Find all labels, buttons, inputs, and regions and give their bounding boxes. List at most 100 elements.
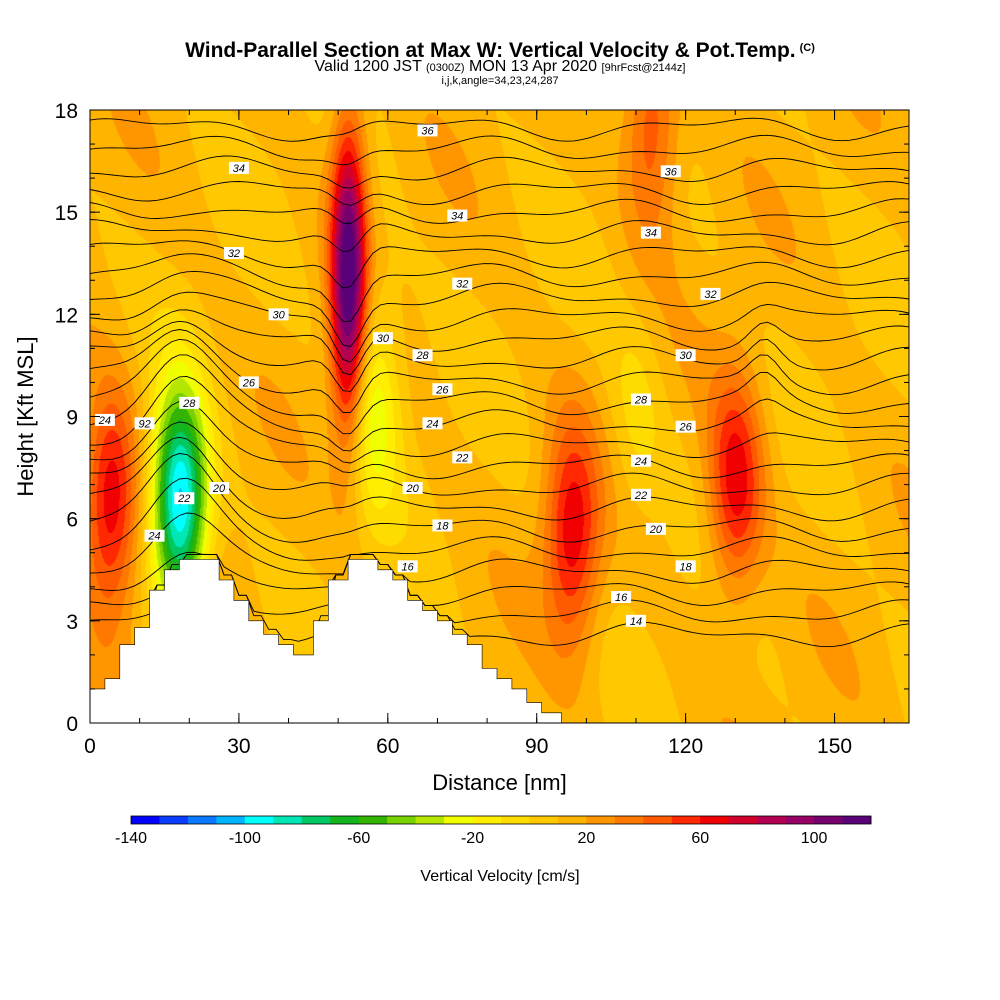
theta-contour-line — [90, 354, 909, 452]
theta-contour-line — [90, 181, 909, 206]
contour-label-bg — [611, 590, 632, 603]
contour-label-text: 20 — [406, 483, 420, 495]
chart-title: Wind-Parallel Section at Max W: Vertical… — [0, 36, 1000, 63]
theta-contour-line — [90, 375, 909, 464]
colorbar-swatch — [444, 816, 474, 824]
contour-label-text: 34 — [645, 228, 657, 240]
contour-label: 26 — [238, 376, 259, 389]
y-tick-label: 0 — [66, 713, 78, 736]
contour-label: 20 — [209, 482, 230, 495]
colorbar-swatch — [814, 816, 844, 824]
contour-label: 16 — [397, 560, 418, 573]
contour-label-bg — [238, 376, 259, 389]
contour-label: 22 — [630, 488, 651, 502]
y-tick-label: 15 — [55, 202, 78, 225]
contour-label-text: 30 — [680, 350, 693, 362]
chart-title-units: (C) — [799, 42, 815, 54]
contour-label: 34 — [640, 226, 661, 240]
contour-label-text: 30 — [377, 333, 390, 345]
contour-label-bg — [675, 560, 696, 573]
contour-label-bg — [372, 332, 393, 345]
contour-label: 30 — [268, 308, 289, 321]
contour-label-text: 34 — [233, 163, 245, 175]
contour-label: 18 — [432, 519, 453, 532]
contour-label: 34 — [447, 209, 468, 223]
colorbar-swatch — [472, 816, 502, 824]
contour-label-text: 24 — [425, 418, 438, 430]
y-tick-label: 18 — [55, 100, 78, 123]
x-tick-label: 120 — [668, 735, 703, 758]
contour-label: 16 — [611, 590, 632, 604]
contour-label-bg — [412, 349, 433, 362]
contour-label-bg — [179, 396, 200, 409]
contour-label: 26 — [432, 383, 453, 396]
theta-contour-line — [90, 320, 909, 392]
theta-contour-line — [90, 329, 909, 413]
contour-label: 30 — [372, 332, 393, 345]
theta-contour-line — [90, 270, 909, 347]
colorbar-swatch — [358, 816, 388, 824]
contour-label-bg — [660, 165, 681, 178]
colorbar-tick-label: 20 — [577, 830, 595, 847]
colorbar-swatch — [330, 816, 360, 824]
contour-label: 32 — [452, 277, 473, 291]
contour-label: 18 — [675, 560, 696, 573]
contour-label-bg — [700, 287, 721, 300]
colorbar-swatch — [643, 816, 673, 824]
theta-contour-line — [90, 309, 909, 376]
contour-label: 24 — [144, 529, 165, 543]
theta-contour-line — [90, 453, 909, 543]
contour-label: 24 — [422, 417, 443, 430]
colorbar-swatch — [757, 816, 787, 824]
colorbar-swatch — [614, 816, 644, 824]
contour-label: 92 — [134, 417, 155, 430]
colorbar-swatch — [557, 816, 587, 824]
contour-label: 26 — [675, 420, 696, 434]
theta-contour-line — [90, 291, 909, 363]
colorbar-tick-label: 100 — [801, 830, 828, 847]
theta-contour-line — [90, 512, 909, 584]
chart-valid-line: Valid 1200 JST (0300Z) MON 13 Apr 2020 [… — [0, 58, 1000, 77]
theta-contour-line — [90, 421, 909, 496]
contour-label: 28 — [412, 349, 433, 362]
contour-label-bg — [209, 482, 230, 495]
contour-label-text: 16 — [402, 561, 415, 573]
colorbar: -140 -100 -60 -20 20 60 100 Vertical Velocity [… — [115, 815, 872, 885]
contour-label: 36 — [660, 165, 681, 178]
contour-label-text: 26 — [679, 422, 693, 434]
contour-label-text: 24 — [147, 531, 160, 543]
contour-label-bg — [645, 522, 666, 535]
colorbar-swatch — [586, 816, 616, 824]
x-tick-label: 0 — [84, 735, 96, 758]
colorbar-title: Vertical Velocity [cm/s] — [420, 868, 579, 885]
colorbar-swatch — [700, 816, 730, 824]
contour-label-bg — [630, 488, 651, 501]
contour-label-bg — [422, 417, 443, 430]
y-tick-label: 3 — [66, 611, 78, 634]
contour-label-text: 32 — [704, 289, 716, 301]
contour-label-text: 16 — [615, 592, 628, 604]
colorbar-swatch — [842, 816, 872, 824]
contour-label: 24 — [630, 454, 651, 468]
colorbar-tick-label: -140 — [115, 830, 147, 847]
contour-label-bg — [675, 349, 696, 362]
valid-prefix: Valid 1200 JST — [314, 58, 422, 75]
theta-contour-line — [90, 155, 909, 189]
colorbar-frame — [130, 815, 872, 825]
contour-label-bg — [402, 482, 423, 495]
colorbar-swatch — [501, 816, 530, 824]
colorbar-tick-label: -100 — [229, 830, 261, 847]
contour-label-text: 26 — [242, 377, 256, 389]
contour-label-text: 34 — [451, 211, 463, 223]
theta-contour-line — [90, 553, 909, 624]
chart-title-text: Wind-Parallel Section at Max W: Vertical… — [185, 39, 796, 62]
contour-label: 28 — [179, 396, 200, 410]
colorbar-swatch — [529, 816, 559, 824]
x-tick-label: 60 — [376, 735, 399, 758]
colorbar-swatch — [387, 816, 417, 824]
contour-label: 34 — [228, 161, 249, 175]
forecast-label: [9hrFcst@2144z] — [601, 62, 686, 74]
contour-label-text: 28 — [634, 394, 648, 406]
